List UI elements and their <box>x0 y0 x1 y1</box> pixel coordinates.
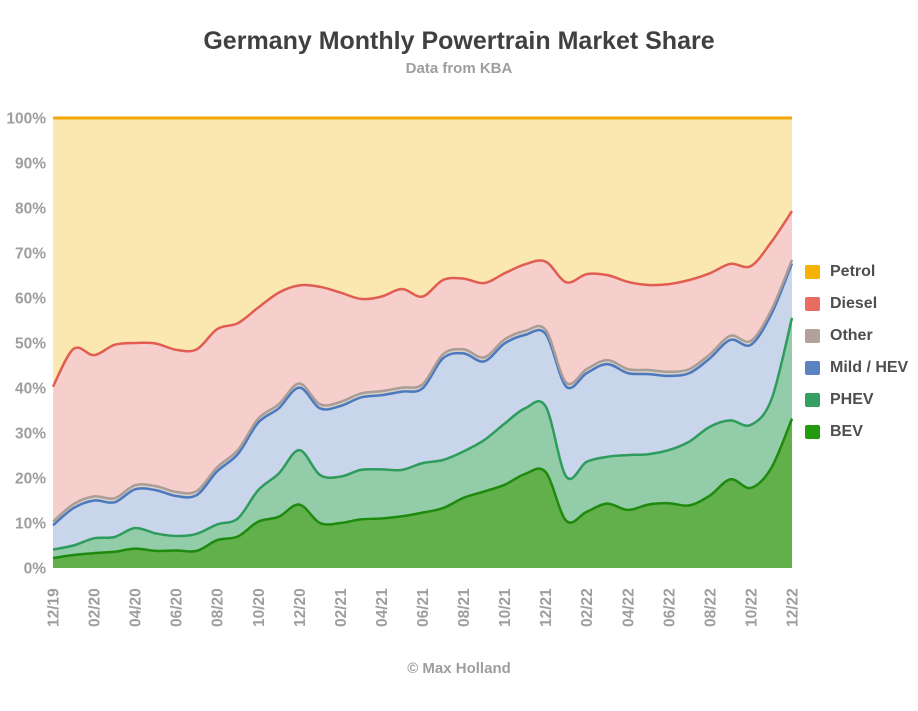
svg-text:12/21: 12/21 <box>538 588 555 627</box>
legend-swatch-phev <box>805 393 820 407</box>
svg-text:04/22: 04/22 <box>620 588 637 627</box>
legend-item-mild-hev: Mild / HEV <box>805 352 908 384</box>
svg-text:10/22: 10/22 <box>743 588 760 627</box>
chart-subtitle: Data from KBA <box>405 60 513 77</box>
svg-text:08/21: 08/21 <box>456 588 473 627</box>
legend-swatch-bev <box>805 425 820 439</box>
svg-text:08/20: 08/20 <box>210 588 227 627</box>
svg-text:0%: 0% <box>24 561 47 578</box>
svg-text:08/22: 08/22 <box>702 588 719 627</box>
svg-text:04/20: 04/20 <box>128 588 145 627</box>
legend-item-other: Other <box>805 320 908 352</box>
page-title: Germany Monthly Powertrain Market Share <box>203 27 715 55</box>
legend-swatch-diesel <box>805 297 820 311</box>
legend-swatch-other <box>805 329 820 343</box>
legend-label-other: Other <box>830 327 873 344</box>
svg-text:100%: 100% <box>6 111 46 128</box>
svg-text:90%: 90% <box>15 156 46 173</box>
chart-legend: Petrol Diesel Other Mild / HEV PHEV BEV <box>805 256 908 448</box>
svg-text:12/19: 12/19 <box>46 588 63 627</box>
svg-text:06/21: 06/21 <box>415 588 432 627</box>
svg-text:50%: 50% <box>15 336 46 353</box>
legend-label-petrol: Petrol <box>830 263 876 280</box>
legend-swatch-petrol <box>805 265 820 279</box>
legend-item-phev: PHEV <box>805 384 908 416</box>
svg-text:10%: 10% <box>15 516 46 533</box>
svg-text:80%: 80% <box>15 201 46 218</box>
svg-text:70%: 70% <box>15 246 46 263</box>
legend-label-phev: PHEV <box>830 391 874 408</box>
svg-text:02/21: 02/21 <box>333 588 350 627</box>
legend-item-bev: BEV <box>805 416 908 448</box>
svg-text:04/21: 04/21 <box>374 588 391 627</box>
svg-text:60%: 60% <box>15 291 46 308</box>
legend-swatch-mild-hev <box>805 361 820 375</box>
svg-text:12/22: 12/22 <box>785 588 802 627</box>
svg-text:02/20: 02/20 <box>87 588 104 627</box>
svg-text:20%: 20% <box>15 471 46 488</box>
legend-label-diesel: Diesel <box>830 295 878 312</box>
legend-label-mild-hev: Mild / HEV <box>830 359 909 376</box>
svg-text:40%: 40% <box>15 381 46 398</box>
legend-item-diesel: Diesel <box>805 288 908 320</box>
svg-text:06/20: 06/20 <box>169 588 186 627</box>
svg-text:06/22: 06/22 <box>661 588 678 627</box>
copyright-note: © Max Holland <box>407 660 511 677</box>
legend-item-petrol: Petrol <box>805 256 908 288</box>
svg-text:30%: 30% <box>15 426 46 443</box>
svg-text:10/20: 10/20 <box>251 588 268 627</box>
legend-label-bev: BEV <box>830 423 863 440</box>
svg-text:02/22: 02/22 <box>579 588 596 627</box>
svg-text:12/20: 12/20 <box>292 588 309 627</box>
svg-text:10/21: 10/21 <box>497 588 514 627</box>
